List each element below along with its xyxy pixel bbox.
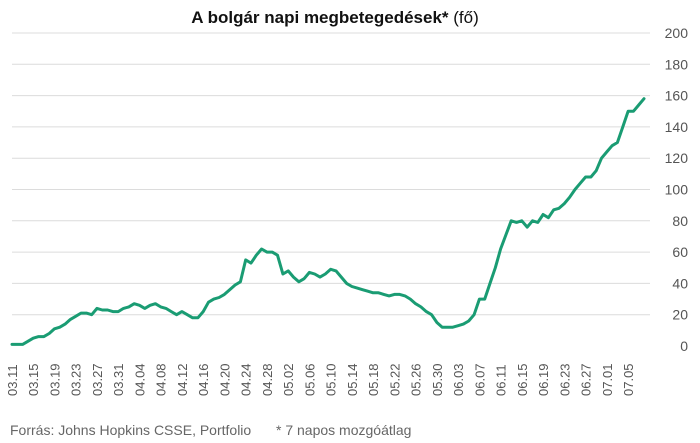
y-tick-label: 80 — [672, 213, 688, 229]
x-tick-label: 06.07 — [472, 363, 487, 396]
x-tick-label: 04.28 — [260, 363, 275, 396]
x-tick-label: 06.19 — [536, 363, 551, 396]
y-tick-label: 140 — [665, 119, 689, 135]
x-tick-label: 03.19 — [47, 363, 62, 396]
x-tick-label: 04.16 — [196, 363, 211, 396]
x-tick-label: 06.03 — [451, 363, 466, 396]
source-note: Forrás: Johns Hopkins CSSE, Portfolio — [10, 422, 251, 438]
x-tick-label: 05.26 — [409, 363, 424, 396]
x-tick-label: 05.10 — [324, 363, 339, 396]
moving-average-note: * 7 napos mozgóátlag — [276, 422, 411, 438]
x-tick-label: 07.01 — [600, 363, 615, 396]
x-tick-label: 05.06 — [302, 363, 317, 396]
series-group — [10, 97, 646, 346]
y-tick-label: 200 — [665, 25, 689, 41]
x-tick-label: 03.31 — [111, 363, 126, 396]
y-tick-label: 100 — [665, 182, 689, 198]
gridlines — [12, 32, 650, 316]
x-tick-label: 06.23 — [557, 363, 572, 396]
chart-title-bold: A bolgár napi megbetegedések* — [191, 8, 449, 27]
y-tick-label: 40 — [672, 275, 688, 291]
y-tick-label: 60 — [672, 244, 688, 260]
y-tick-label: 120 — [665, 150, 689, 166]
x-tick-label: 04.24 — [239, 363, 254, 396]
x-tick-label: 04.20 — [217, 363, 232, 396]
x-tick-label: 04.04 — [132, 363, 147, 396]
x-tick-label: 03.15 — [26, 363, 41, 396]
x-tick-label: 03.11 — [5, 364, 20, 396]
x-tick-label: 05.02 — [281, 363, 296, 396]
y-tick-label: 160 — [665, 88, 689, 104]
x-tick-label: 04.08 — [154, 363, 169, 396]
x-tick-label: 05.14 — [345, 363, 360, 396]
chart-title-unit: (fő) — [449, 8, 479, 27]
y-tick-label: 0 — [680, 338, 688, 354]
x-axis: 03.11 03.15 03.19 03.23 03.27 03.31 04.04 04.08… — [5, 363, 636, 396]
y-tick-label: 20 — [672, 307, 688, 323]
x-tick-label: 03.27 — [90, 363, 105, 396]
x-tick-label: 05.22 — [387, 363, 402, 396]
y-tick-label: 180 — [665, 56, 689, 72]
x-tick-label: 03.23 — [69, 363, 84, 396]
x-tick-label: 06.15 — [515, 363, 530, 396]
series-line — [10, 97, 646, 346]
chart-title: A bolgár napi megbetegedések* (fő) — [191, 8, 479, 27]
x-tick-label: 05.30 — [430, 363, 445, 396]
x-tick-label: 06.27 — [579, 363, 594, 396]
x-tick-label: 06.11 — [494, 364, 509, 396]
y-axis: 0 20 40 60 80 100 120 140 160 180 200 — [665, 25, 689, 354]
x-tick-label: 07.05 — [621, 363, 636, 396]
x-tick-label: 04.12 — [175, 363, 190, 396]
x-tick-label: 05.18 — [366, 363, 381, 396]
